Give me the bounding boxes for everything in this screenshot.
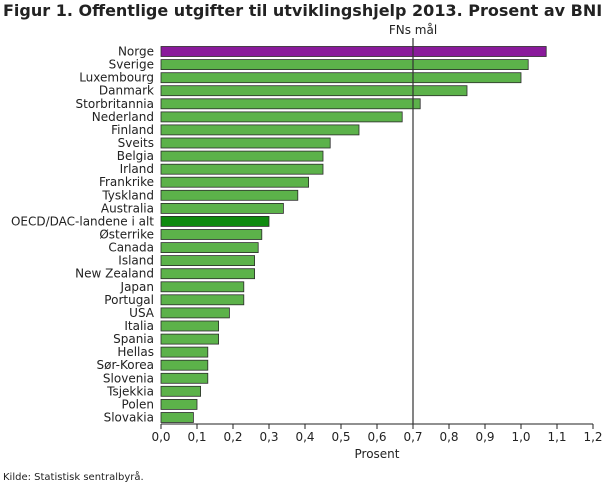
bar [160,385,201,397]
category-label: Slovakia [104,411,154,425]
category-label: Sverige [109,58,154,72]
source-note: Kilde: Statistisk sentralbyrå. [3,472,144,483]
bar [160,229,263,240]
x-tick-label: 1,2 [583,430,602,444]
category-label: Island [118,254,154,268]
category-label: Sør-Korea [97,358,154,372]
x-tick-label: 0,6 [367,430,386,444]
category-label: Nederland [92,110,154,124]
chart-title: Figur 1. Offentlige utgifter til utvikli… [3,1,603,20]
bar [160,59,529,70]
bar [160,255,255,267]
bar [160,398,198,410]
category-label: Italia [124,319,154,333]
bar [160,72,522,84]
bar [160,111,403,123]
x-tick-label: 1,0 [511,430,530,444]
category-label: Tsjekkia [106,384,154,398]
bar [160,307,230,319]
category-label: Spania [113,332,154,346]
category-label: Australia [101,201,154,215]
x-tick-label: 0,1 [187,430,206,444]
category-label: USA [129,306,155,320]
x-tick-label: 0,8 [439,430,458,444]
bar [160,202,284,214]
bar [160,137,331,149]
category-label: OECD/DAC-landene i alt [11,214,154,228]
bar [160,176,310,188]
category-label: Portugal [104,293,154,307]
category-label: Østerrike [99,228,154,242]
x-tick-label: 1,1 [547,430,566,444]
category-label: Finland [111,123,154,137]
category-label: Polen [122,397,154,411]
category-label: Danmark [99,84,154,98]
bar [160,215,270,227]
bar [160,242,259,254]
category-label: Hellas [117,345,154,359]
category-label: Canada [108,241,154,255]
reference-line-label: FNs mål [389,23,437,37]
category-label: Tyskland [101,188,154,202]
category-label: Norge [118,45,154,59]
x-tick-label: 0,4 [295,430,314,444]
bar [160,320,219,332]
bar [160,46,547,57]
bar [160,189,299,201]
x-tick-label: 0,7 [403,430,422,444]
x-tick-label: 0,0 [151,430,170,444]
bar [160,372,209,384]
bar [160,150,324,162]
bar [160,124,360,136]
category-label: Belgia [117,149,154,163]
x-tick-label: 0,2 [223,430,242,444]
category-label: Sveits [118,136,154,150]
category-label: Storbritannia [76,97,154,111]
bar [160,412,194,423]
bar [160,85,468,97]
bar [160,333,219,345]
category-label: Irland [120,162,154,176]
category-label: New Zealand [75,267,154,281]
bar [160,98,421,110]
bar [160,346,209,358]
x-tick-label: 0,9 [475,430,494,444]
bar [160,163,324,175]
category-label: Luxembourg [79,71,154,85]
category-label: Japan [120,280,154,294]
category-label: Slovenia [103,371,154,385]
x-axis-label: Prosent [355,447,400,461]
category-label: Frankrike [99,175,154,189]
bar [160,268,255,280]
x-tick-label: 0,3 [259,430,278,444]
bar [160,359,209,371]
bar [160,281,245,293]
x-tick-label: 0,5 [331,430,350,444]
bar [160,294,245,306]
